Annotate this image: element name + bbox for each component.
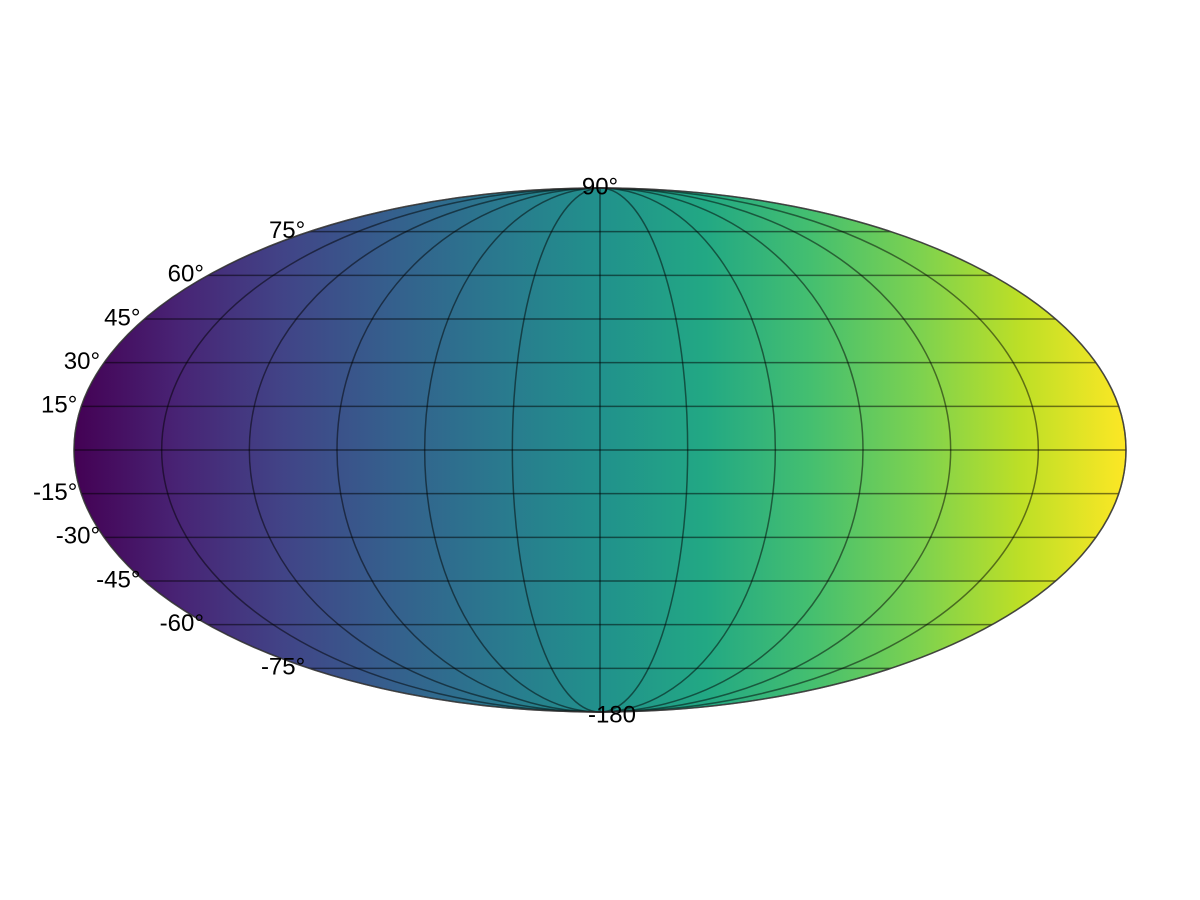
latitude-tick-label: -45° xyxy=(96,566,140,593)
latitude-tick-label: 30° xyxy=(64,348,100,375)
latitude-tick-label: 15° xyxy=(41,392,77,419)
latitude-tick-label: -15° xyxy=(33,479,77,506)
latitude-tick-label: 90° xyxy=(582,173,618,200)
latitude-tick-label: 60° xyxy=(168,261,204,288)
latitude-tick-label: 45° xyxy=(104,304,140,331)
latitude-tick-label: -180 xyxy=(588,701,636,728)
latitude-tick-label: -60° xyxy=(160,610,204,637)
latitude-tick-label: -30° xyxy=(56,523,100,550)
latitude-tick-label: 75° xyxy=(269,217,305,244)
latitude-tick-label: -75° xyxy=(261,654,305,681)
